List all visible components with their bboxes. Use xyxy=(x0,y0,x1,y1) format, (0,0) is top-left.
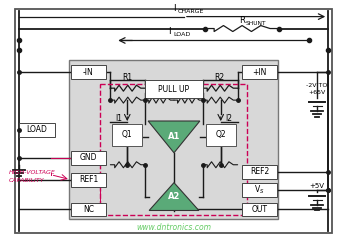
Text: -2V TO: -2V TO xyxy=(306,83,328,88)
Bar xyxy=(242,203,277,216)
Bar xyxy=(242,183,277,197)
Text: V$_S$: V$_S$ xyxy=(254,183,265,196)
Text: R2: R2 xyxy=(215,73,225,82)
Text: +5V: +5V xyxy=(310,183,325,189)
Text: A2: A2 xyxy=(168,192,180,201)
Bar xyxy=(69,60,278,219)
Bar xyxy=(100,84,247,215)
Text: +IN: +IN xyxy=(252,68,267,77)
Text: LOAD: LOAD xyxy=(26,125,47,135)
Bar xyxy=(70,203,107,216)
Text: I1: I1 xyxy=(115,113,122,122)
Text: www.dntronics.com: www.dntronics.com xyxy=(136,223,212,232)
Bar xyxy=(70,151,107,165)
Text: REF2: REF2 xyxy=(250,167,269,176)
Text: I: I xyxy=(173,4,175,13)
Text: GND: GND xyxy=(80,153,97,162)
Text: SHUNT: SHUNT xyxy=(246,21,266,26)
Text: I2: I2 xyxy=(226,113,233,122)
Text: NC: NC xyxy=(83,205,94,214)
Text: +65V: +65V xyxy=(308,90,326,95)
Bar xyxy=(242,165,277,179)
Text: R1: R1 xyxy=(122,73,132,82)
Text: R: R xyxy=(239,15,245,24)
Text: LOAD: LOAD xyxy=(173,32,190,38)
Bar xyxy=(242,65,277,79)
Bar xyxy=(70,173,107,187)
Bar xyxy=(112,124,142,146)
Bar xyxy=(70,65,107,79)
Text: -IN: -IN xyxy=(83,68,94,77)
Text: PULL UP: PULL UP xyxy=(159,85,189,94)
Text: REF1: REF1 xyxy=(79,175,98,184)
Bar xyxy=(206,124,236,146)
Text: CAPABILITY: CAPABILITY xyxy=(9,178,44,183)
Bar xyxy=(145,80,203,98)
Text: Q2: Q2 xyxy=(215,130,226,139)
Text: Q1: Q1 xyxy=(122,130,133,139)
Text: I: I xyxy=(168,28,170,37)
Text: OUT: OUT xyxy=(252,205,268,214)
Text: CHARGE: CHARGE xyxy=(178,9,204,14)
Text: HIGH-VOLTAGE: HIGH-VOLTAGE xyxy=(9,170,56,175)
Polygon shape xyxy=(148,121,200,153)
Polygon shape xyxy=(149,183,199,211)
Text: A1: A1 xyxy=(168,132,180,141)
Bar xyxy=(19,123,55,137)
